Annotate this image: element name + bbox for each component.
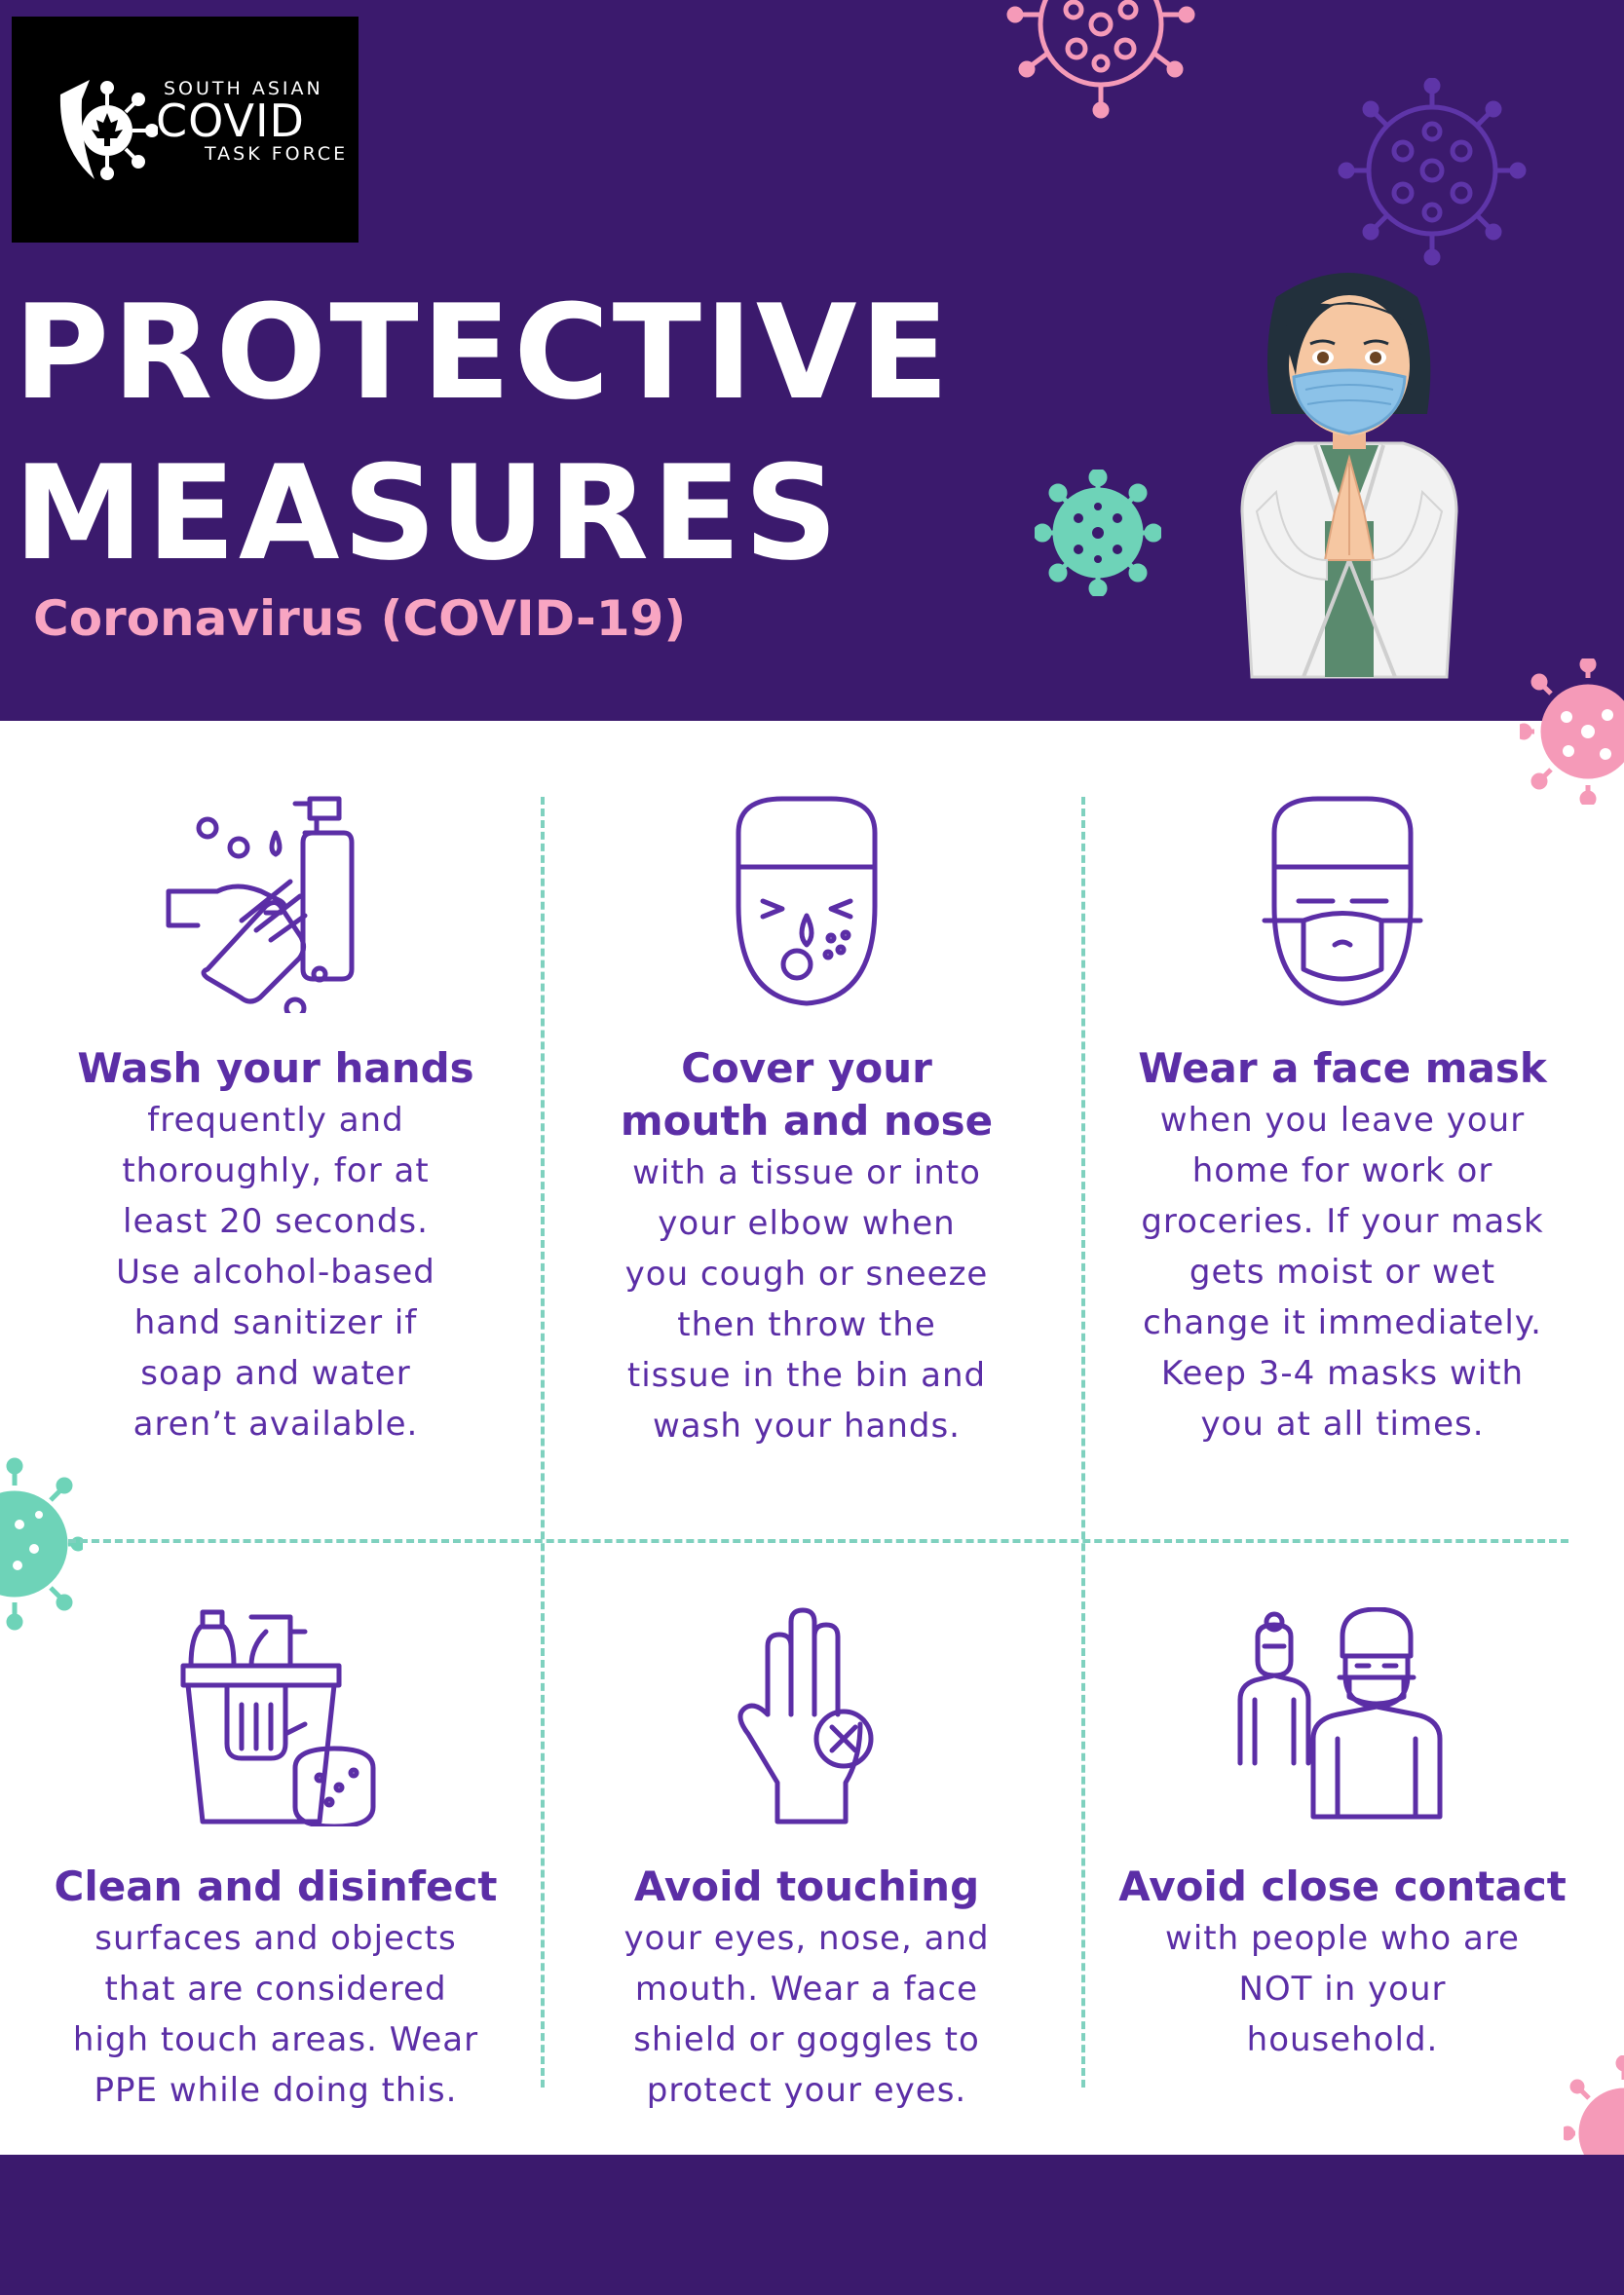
measure-heading: Avoid touching [633,1862,980,1910]
measure-text-line: your eyes, nose, and [623,1919,990,1958]
measure-text-line: your elbow when [658,1204,956,1243]
doctor-character [1240,273,1458,679]
logo-line-3: TASK FORCE [205,143,349,165]
grid-divider-horizontal [68,1539,1568,1543]
measure-text-line: mouth. Wear a face [634,1970,979,2009]
hand-washing-icon [166,796,355,1013]
measure-heading: Avoid close contact [1118,1862,1567,1910]
measure-avoid-contact: Avoid close contact with people who are … [1070,1607,1615,2065]
measure-text-line: with people who are [1165,1919,1520,1958]
grid-divider-vertical-2 [1081,797,1085,2088]
social-distance-icon [1237,1607,1443,1820]
measure-text-line: that are considered [104,1970,447,2009]
measure-heading-line: mouth and nose [620,1097,994,1145]
measure-text-line: shield or goggles to [633,2020,980,2059]
header-banner: SOUTH ASIAN COVID TASK FORCE PROTECTIVE … [0,0,1624,721]
measure-text-line: soap and water [140,1354,411,1393]
measure-text-line: when you leave your [1159,1101,1526,1140]
covid-shield-logo-icon [59,80,158,180]
measure-text-line: surfaces and objects [94,1919,457,1958]
sneezing-face-icon [736,796,878,1006]
measure-wash-hands: Wash your hands frequently and thoroughl… [3,794,548,1449]
virus-icon [1338,78,1527,266]
measure-text-line: change it immediately. [1143,1303,1542,1342]
measure-text-line: Keep 3-4 masks with [1160,1354,1525,1393]
measure-text-line: tissue in the bin and [626,1356,987,1395]
measure-clean-disinfect: Clean and disinfect surfaces and objects… [3,1607,548,2116]
virus-icon [0,1457,83,1631]
page-subtitle: Coronavirus (COVID-19) [33,590,687,647]
measure-text-line: least 20 seconds. [123,1202,429,1241]
measure-heading: Wash your hands [77,1044,474,1092]
measure-text-line: groceries. If your mask [1141,1202,1544,1241]
measure-text-line: hand sanitizer if [133,1303,418,1342]
measure-text-line: Use alcohol-based [116,1253,435,1292]
measure-text-line: protect your eyes. [646,2071,967,2110]
logo-line-1: SOUTH ASIAN [164,78,323,99]
measure-heading: Wear a face mask [1138,1044,1547,1092]
measure-text-line: household. [1246,2020,1439,2059]
measure-text-line: home for work or [1191,1151,1493,1190]
virus-icon [1006,0,1195,119]
measure-text-line: NOT in your [1238,1970,1447,2009]
hand-no-touch-icon [737,1607,874,1825]
footer-banner [0,2155,1624,2295]
measure-text-line: gets moist or wet [1189,1253,1496,1292]
measure-text-line: with a tissue or into [632,1153,981,1192]
measure-text-line: thoroughly, for at [122,1151,430,1190]
measure-text-line: PPE while doing this. [94,2071,458,2110]
measure-cover-mouth: Cover your mouth and nose with a tissue … [534,794,1079,1451]
logo-line-2: COVID [156,94,305,147]
measure-heading-line: Cover your [681,1044,932,1092]
measure-face-mask: Wear a face mask when you leave your hom… [1070,794,1615,1449]
measure-text-line: then throw the [677,1305,936,1344]
measure-text-line: you at all times. [1200,1405,1485,1444]
page-title-line-1: PROTECTIVE [14,277,953,429]
measure-text-line: frequently and [147,1101,404,1140]
measure-text-line: aren’t available. [132,1405,419,1444]
page-title-line-2: MEASURES [14,437,842,589]
measure-heading: Clean and disinfect [54,1862,498,1910]
grid-divider-vertical-1 [541,797,545,2088]
measure-text-line: you cough or sneeze [624,1255,989,1294]
logo: SOUTH ASIAN COVID TASK FORCE [12,17,359,243]
virus-icon [1035,470,1161,596]
virus-icon [1520,658,1624,805]
measure-avoid-touching: Avoid touching your eyes, nose, and mout… [534,1607,1079,2116]
measure-text-line: high touch areas. Wear [72,2020,479,2059]
cleaning-supplies-icon [180,1609,376,1826]
face-mask-icon [1262,796,1423,1006]
measure-text-line: wash your hands. [652,1407,961,1446]
